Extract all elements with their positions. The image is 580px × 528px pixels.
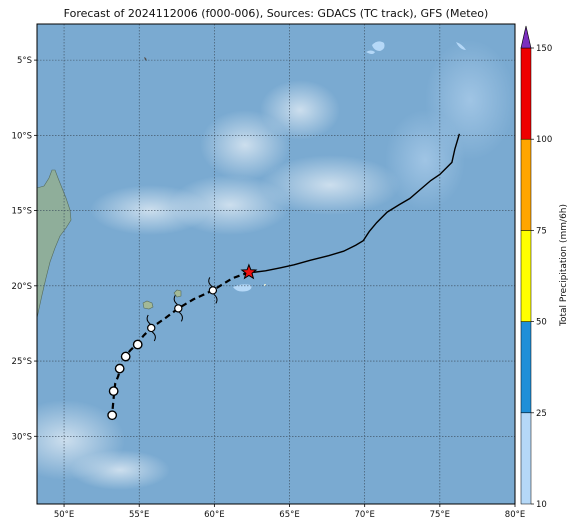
colorbar-segment <box>520 230 532 322</box>
rodrigues-island <box>264 284 266 286</box>
colorbar-segment <box>520 412 532 505</box>
lon-tick-label: 60°E <box>204 510 224 520</box>
forecast-point-circle <box>114 363 125 374</box>
cloud-band <box>260 80 340 140</box>
colorbar-segment <box>520 321 532 414</box>
cyclone-symbol-icon <box>146 314 156 342</box>
lon-tick-label: 65°E <box>279 510 299 520</box>
colorbar-tick-label: 25 <box>536 409 547 419</box>
forecast-point-circle <box>120 351 131 362</box>
colorbar-label: Total Precipitation (mm/6h) <box>559 204 569 327</box>
mauritius-island <box>173 289 182 298</box>
lat-tick-label: 5°S <box>17 56 32 66</box>
precip-patch <box>366 50 375 54</box>
colorbar-tick-label: 100 <box>536 135 552 145</box>
colorbar-tick-label: 75 <box>536 226 547 236</box>
precipitation-layer <box>37 40 515 490</box>
current-position-star-icon <box>240 263 258 280</box>
cloud-band <box>260 155 400 215</box>
graticule <box>37 24 515 504</box>
colorbar-tick-label: 10 <box>536 500 547 510</box>
longitude-ticks: 50°E 55°E 60°E 65°E 70°E 75°E 80°E <box>54 504 525 520</box>
track-markers <box>107 263 258 421</box>
precip-patch <box>385 110 465 210</box>
cyclone-track <box>111 133 461 414</box>
madagascar-landmass <box>37 169 72 319</box>
lon-tick-label: 80°E <box>505 510 525 520</box>
past-track-line <box>253 133 461 273</box>
lat-tick-label: 10°S <box>12 131 32 141</box>
lat-tick-label: 15°S <box>12 207 32 217</box>
cloud-band <box>200 110 290 180</box>
cloud-band <box>90 185 210 235</box>
latitude-ticks: 5°S 10°S 15°S 20°S 25°S 30°S <box>12 56 37 442</box>
map-title: Forecast of 2024112006 (f000-006), Sourc… <box>63 7 489 20</box>
forecast-point-circle <box>132 339 143 350</box>
precip-patch <box>372 41 385 51</box>
lat-tick-label: 30°S <box>12 432 32 442</box>
lon-tick-label: 75°E <box>430 510 450 520</box>
colorbar-segment <box>520 138 532 231</box>
colorbar-segment <box>520 47 532 140</box>
colorbar-tick-label: 150 <box>536 44 552 54</box>
cyclone-symbol-icon <box>208 277 218 304</box>
map-frame <box>36 23 516 505</box>
forecast-point-circle <box>107 410 118 421</box>
lat-tick-label: 25°S <box>12 357 32 367</box>
reunion-island <box>142 300 154 310</box>
colorbar-tick-label: 50 <box>536 318 547 328</box>
cyclone-symbol-icon <box>173 295 183 322</box>
precip-patch <box>233 284 252 292</box>
forecast-track-line <box>111 271 250 414</box>
lon-tick-label: 50°E <box>54 510 74 520</box>
colorbar-extend-arrow <box>520 25 532 49</box>
lat-tick-label: 20°S <box>12 282 32 292</box>
lon-tick-label: 70°E <box>354 510 374 520</box>
cloud-band <box>70 450 170 490</box>
precip-patch <box>456 42 466 50</box>
precipitation-colorbar: 10 25 50 75 100 150 <box>520 25 552 510</box>
forecast-point-circle <box>108 386 119 397</box>
lon-tick-label: 55°E <box>129 510 149 520</box>
